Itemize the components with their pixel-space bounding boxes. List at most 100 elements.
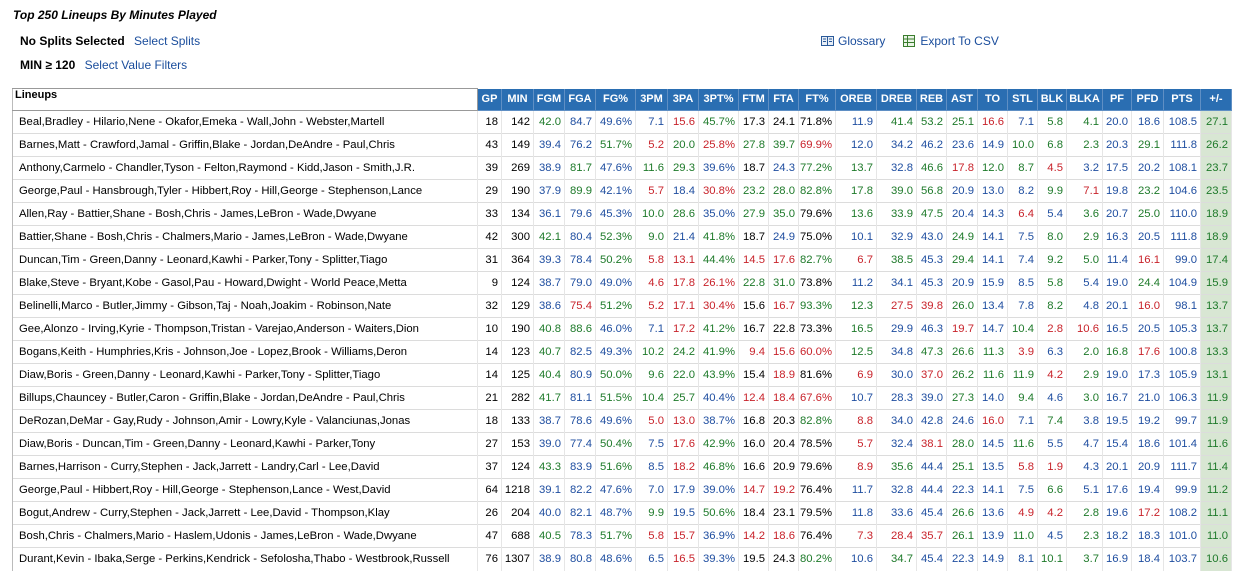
stat-cell: 48.6% [595,547,636,571]
stat-cell: 20.2 [1131,156,1164,180]
stat-cell: 19.7 [946,317,978,341]
stat-cell: 20.1 [1102,455,1132,479]
stat-cell: 82.2 [564,478,596,502]
stat-cell: 81.6% [798,363,836,387]
stat-cell: 134 [501,202,534,226]
stat-cell: 20.1 [1102,294,1132,318]
stat-cell: 20.0 [1102,110,1132,134]
stat-cell: 26.0 [946,294,978,318]
stat-cell: 2.9 [1066,363,1103,387]
stat-cell: 7.1 [1066,179,1103,203]
stat-cell: 39.0% [698,478,739,502]
column-header[interactable]: PFD [1131,88,1164,111]
stat-cell: 19.2 [1131,409,1164,433]
stat-cell: 43 [477,133,502,157]
stat-cell: 18.4 [768,386,799,410]
stat-cell: 25.1 [946,110,978,134]
stat-cell: 8.8 [835,409,877,433]
stat-cell: 6.6 [1037,478,1067,502]
column-header[interactable]: FTM [738,88,769,111]
table-row: Barnes,Harrison - Curry,Stephen - Jack,J… [12,455,1232,479]
stat-cell: 20.9 [946,271,978,295]
column-header[interactable]: PTS [1163,88,1201,111]
stat-cell: 33 [477,202,502,226]
stat-cell: 67.6% [798,386,836,410]
stat-cell: 34.7 [876,547,917,571]
column-header[interactable]: FT% [798,88,836,111]
stat-cell: 29.3 [667,156,699,180]
stat-cell: 14.1 [977,248,1008,272]
stat-cell: 82.8% [798,409,836,433]
spreadsheet-icon [903,35,916,47]
stat-cell: 105.9 [1163,363,1201,387]
stat-cell: 25.1 [946,455,978,479]
stat-cell: 4.9 [1007,501,1038,525]
stat-cell: 20.5 [1131,317,1164,341]
stat-cell: 18.4 [1131,547,1164,571]
stat-cell: 22.3 [946,547,978,571]
stat-cell: 6.4 [1007,202,1038,226]
column-header[interactable]: REB [916,88,947,111]
stat-cell: 10.2 [635,340,668,364]
lineups-column-header[interactable]: Lineups [12,88,478,111]
stat-cell: 19.0 [1102,271,1132,295]
table-header-row: Lineups GP MIN FGM FGA FG% 3PM 3PA 3PT% … [12,88,1232,111]
column-header[interactable]: 3PT% [698,88,739,111]
stat-cell: 5.8 [1007,455,1038,479]
stat-cell: 20.9 [768,455,799,479]
stat-cell: 36.9% [698,524,739,548]
stat-cell: 5.0 [1066,248,1103,272]
stat-cell: 26.1 [946,524,978,548]
column-header[interactable]: TO [977,88,1008,111]
select-filters-link[interactable]: Select Value Filters [84,58,188,72]
column-header[interactable]: 3PA [667,88,699,111]
stat-cell: 14.1 [977,478,1008,502]
column-header[interactable]: AST [946,88,978,111]
stat-cell: 22.3 [946,478,978,502]
table-row: Bosh,Chris - Chalmers,Mario - Haslem,Udo… [12,524,1232,548]
stat-cell: 17.6 [1131,340,1164,364]
stat-cell: 2.8 [1037,317,1067,341]
stat-cell: 9.4 [1007,386,1038,410]
stat-cell: 47.6% [595,478,636,502]
stat-cell: 84.7 [564,110,596,134]
stat-cell: 49.6% [595,110,636,134]
stat-cell: 7.1 [1007,110,1038,134]
column-header[interactable]: DREB [876,88,917,111]
column-header[interactable]: BLKA [1066,88,1103,111]
stat-cell: 12.0 [835,133,877,157]
stat-cell: 4.7 [1066,432,1103,456]
stat-cell: 21.4 [667,225,699,249]
stat-cell: 9.6 [635,363,668,387]
column-header[interactable]: PF [1102,88,1132,111]
stat-cell: 24.4 [1131,271,1164,295]
select-splits-link[interactable]: Select Splits [134,34,201,48]
column-header[interactable]: FG% [595,88,636,111]
stat-cell: 18.6 [768,524,799,548]
column-header[interactable]: FTA [768,88,799,111]
stat-cell: 36.1 [533,202,565,226]
column-header[interactable]: STL [1007,88,1038,111]
stat-cell: 26.6 [946,340,978,364]
stat-cell: 6.8 [1037,133,1067,157]
column-header[interactable]: +/- [1200,88,1232,111]
stat-cell: 30.0 [876,363,917,387]
stat-cell: 282 [501,386,534,410]
stat-cell: 3.7 [1066,547,1103,571]
column-header[interactable]: OREB [835,88,877,111]
stat-cell: 47.3 [916,340,947,364]
column-header[interactable]: 3PM [635,88,668,111]
stat-cell: 47.6% [595,156,636,180]
stat-cell: 18 [477,110,502,134]
column-header[interactable]: GP [477,88,502,111]
stat-cell: 16.5 [667,547,699,571]
column-header[interactable]: FGM [533,88,565,111]
stat-cell: 17.3 [1131,363,1164,387]
stat-cell: 46.2 [916,133,947,157]
stat-cell: 16.9 [1102,547,1132,571]
export-csv-link[interactable]: Export To CSV [903,34,999,48]
column-header[interactable]: BLK [1037,88,1067,111]
column-header[interactable]: FGA [564,88,596,111]
column-header[interactable]: MIN [501,88,534,111]
glossary-link[interactable]: Glossary [821,34,885,48]
